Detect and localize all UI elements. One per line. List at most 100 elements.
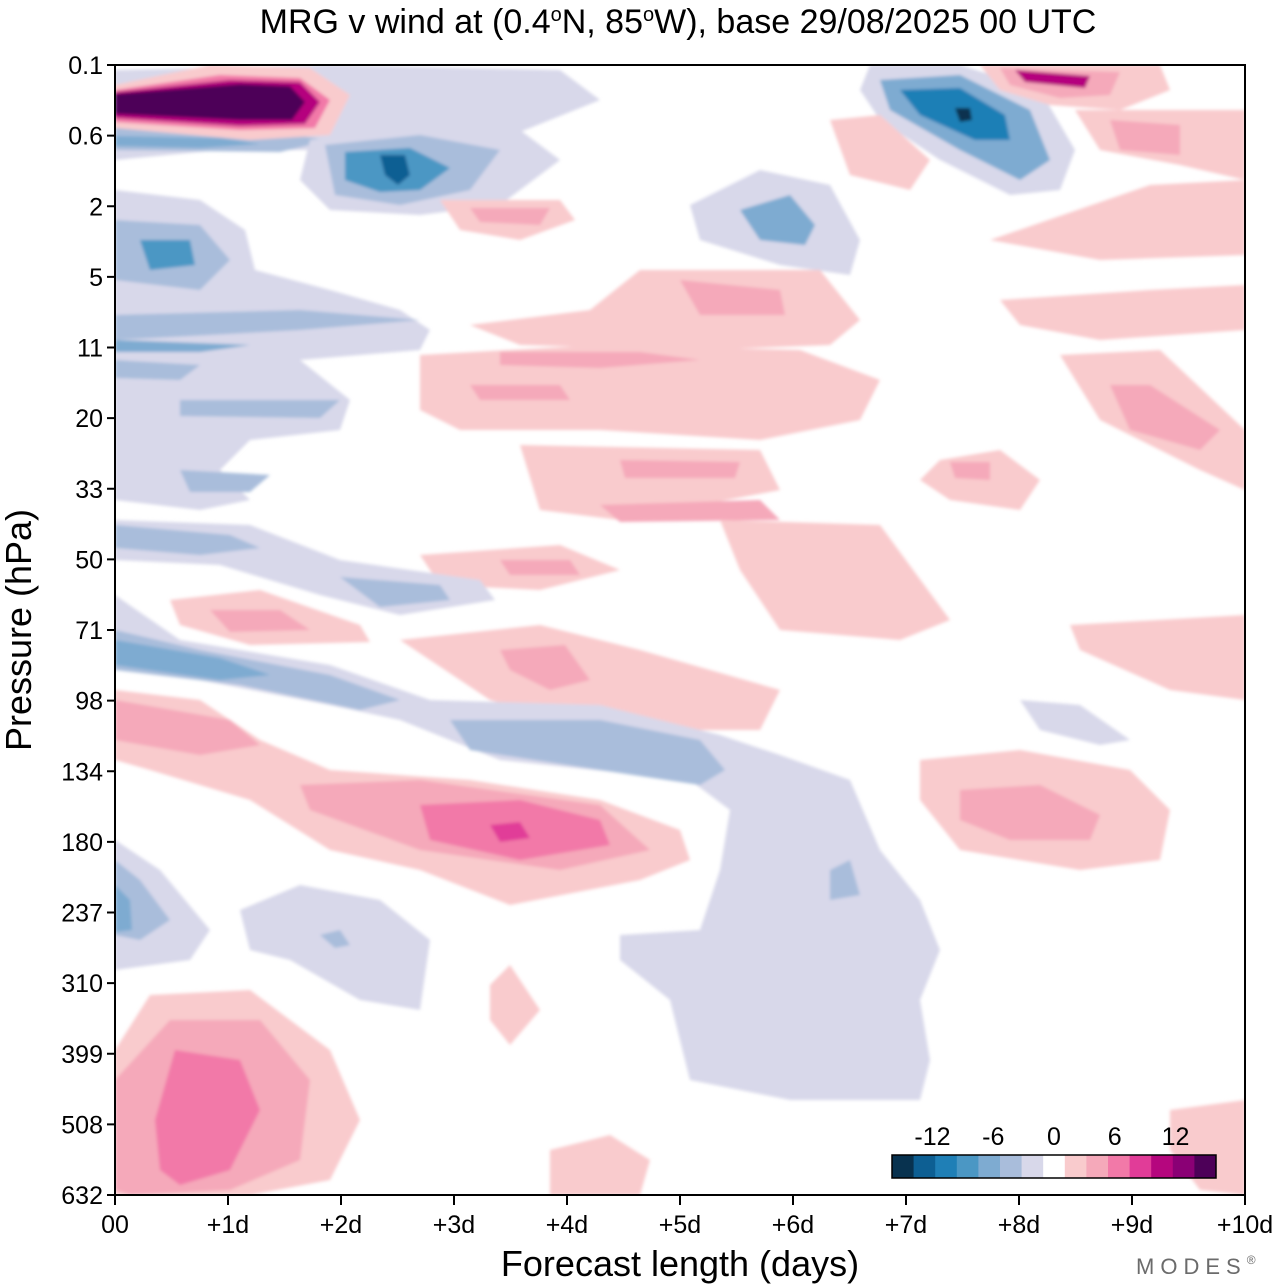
contour-neg-19 <box>115 360 200 380</box>
contour-pos-15 <box>680 280 785 315</box>
y-tick-label: 310 <box>61 970 103 998</box>
contour-pos-24 <box>500 560 580 575</box>
y-tick-label: 50 <box>75 546 103 574</box>
plot-area <box>115 65 1245 1195</box>
x-axis: 00 +1d +2d +3d +4d +5d +6d +7d +8d +9d +10d <box>101 1195 1273 1239</box>
x-tick-label: +1d <box>207 1211 249 1239</box>
contour-pos-26 <box>950 462 990 480</box>
colorbar-tick-label: 12 <box>1162 1123 1190 1151</box>
contour-neg-24 <box>340 577 450 607</box>
contour-neg-20 <box>180 400 340 418</box>
colorbar-tick-label: 6 <box>1108 1123 1122 1151</box>
colorbar-swatch <box>1172 1155 1195 1178</box>
y-axis-label: Pressure (hPa) <box>0 509 39 751</box>
contour-pos-41 <box>960 785 1100 840</box>
y-tick-label: 5 <box>89 264 103 292</box>
contour-neg-13 <box>740 195 815 245</box>
contour-pos-39 <box>490 822 530 842</box>
y-tick-label: 98 <box>75 688 103 716</box>
x-tick-label: +4d <box>546 1211 588 1239</box>
contour-neg-27 <box>115 640 270 680</box>
contour-neg-29 <box>1020 700 1130 745</box>
y-tick-label: 0.6 <box>68 123 103 151</box>
y-tick-label: 2 <box>89 193 103 221</box>
contour-neg-3 <box>115 136 260 148</box>
colorbar-swatch <box>1129 1155 1152 1178</box>
colorbar-swatch <box>892 1155 915 1178</box>
colorbar-tick-label: -12 <box>914 1123 950 1151</box>
x-tick-label: +3d <box>433 1211 475 1239</box>
contour-neg-16 <box>140 240 195 270</box>
contour-pos-10 <box>830 115 930 190</box>
x-tick-label: +5d <box>659 1211 701 1239</box>
contour-pos-18 <box>470 385 570 400</box>
contour-neg-30 <box>830 860 860 900</box>
contour-pos-42 <box>490 965 540 1045</box>
colorbar-swatch <box>1086 1155 1109 1178</box>
colorbar-swatch <box>978 1155 1001 1178</box>
contour-neg-26 <box>115 630 400 710</box>
contour-pos-46 <box>550 1135 650 1195</box>
contour-neg-7 <box>380 155 410 185</box>
colorbar-swatch <box>1064 1155 1087 1178</box>
colorbar-swatch <box>956 1155 979 1178</box>
colorbar-tick-label: 0 <box>1047 1123 1061 1151</box>
colorbar-swatch <box>913 1155 936 1178</box>
colorbar-swatch <box>1021 1155 1044 1178</box>
contour-field <box>115 65 1245 1195</box>
contour-pos-21 <box>600 500 780 522</box>
colorbar-swatch <box>1194 1155 1217 1178</box>
y-tick-label: 33 <box>75 476 103 504</box>
y-tick-label: 180 <box>61 829 103 857</box>
colorbar-tick-label: -6 <box>982 1123 1004 1151</box>
contour-pos-30 <box>1070 615 1245 700</box>
x-tick-label: +9d <box>1111 1211 1153 1239</box>
y-tick-label: 11 <box>77 335 103 363</box>
contour-pos-33 <box>400 625 780 730</box>
x-tick-label: +10d <box>1217 1211 1273 1239</box>
y-tick-label: 71 <box>75 617 103 645</box>
contour-neg-23 <box>115 525 260 555</box>
colorbar-swatch <box>1151 1155 1174 1178</box>
contour-pos-9 <box>1110 120 1180 155</box>
contour-neg-11 <box>955 108 972 122</box>
contour-pos-25 <box>920 450 1040 510</box>
contour-pos-17 <box>500 352 700 368</box>
colorbar-swatch <box>935 1155 958 1178</box>
brand-logo: MODES® <box>1136 1253 1256 1279</box>
colorbar-frame <box>891 1154 1217 1179</box>
contour-pos-27 <box>1000 285 1245 340</box>
contour-pos-29 <box>1110 385 1220 450</box>
chart-title: MRG v wind at (0.4oN, 85oW), base 29/08/… <box>260 3 1097 41</box>
contour-pos-7 <box>1015 70 1090 88</box>
contour-pos-4 <box>115 84 305 120</box>
y-tick-label: 399 <box>61 1041 103 1069</box>
y-tick-label: 0.1 <box>68 52 103 80</box>
x-tick-label: 00 <box>101 1211 129 1239</box>
x-tick-label: +8d <box>998 1211 1040 1239</box>
y-axis: 0.1 0.6 2 5 11 20 33 50 71 98 134 180 237 310 399 508 63… <box>61 52 115 1210</box>
contour-pos-22 <box>720 520 950 640</box>
contour-neg-21 <box>180 470 270 492</box>
y-tick-label: 20 <box>75 405 103 433</box>
colorbar-swatch <box>1043 1155 1066 1178</box>
colorbar-swatch <box>1000 1155 1023 1178</box>
brand-registered-mark: ® <box>1247 1253 1256 1267</box>
contour-neg-17 <box>115 310 420 340</box>
y-tick-label: 134 <box>61 758 103 786</box>
colorbar: -12 -6 0 6 12 <box>891 1123 1217 1179</box>
y-tick-label: 508 <box>61 1111 103 1139</box>
contour-neg-18 <box>115 340 250 352</box>
contour-neg-28 <box>450 720 725 785</box>
contour-pos-11 <box>990 180 1245 260</box>
contour-neg-25 <box>115 595 940 1100</box>
contour-pos-36 <box>115 700 260 755</box>
contour-neg-10 <box>900 88 1010 140</box>
contour-neg-35 <box>320 930 350 948</box>
x-tick-label: +7d <box>885 1211 927 1239</box>
y-tick-label: 632 <box>61 1182 103 1210</box>
x-tick-label: +2d <box>320 1211 362 1239</box>
contour-neg-33 <box>115 885 132 932</box>
contour-pos-45 <box>155 1050 260 1185</box>
contour-pos-34 <box>500 645 590 690</box>
